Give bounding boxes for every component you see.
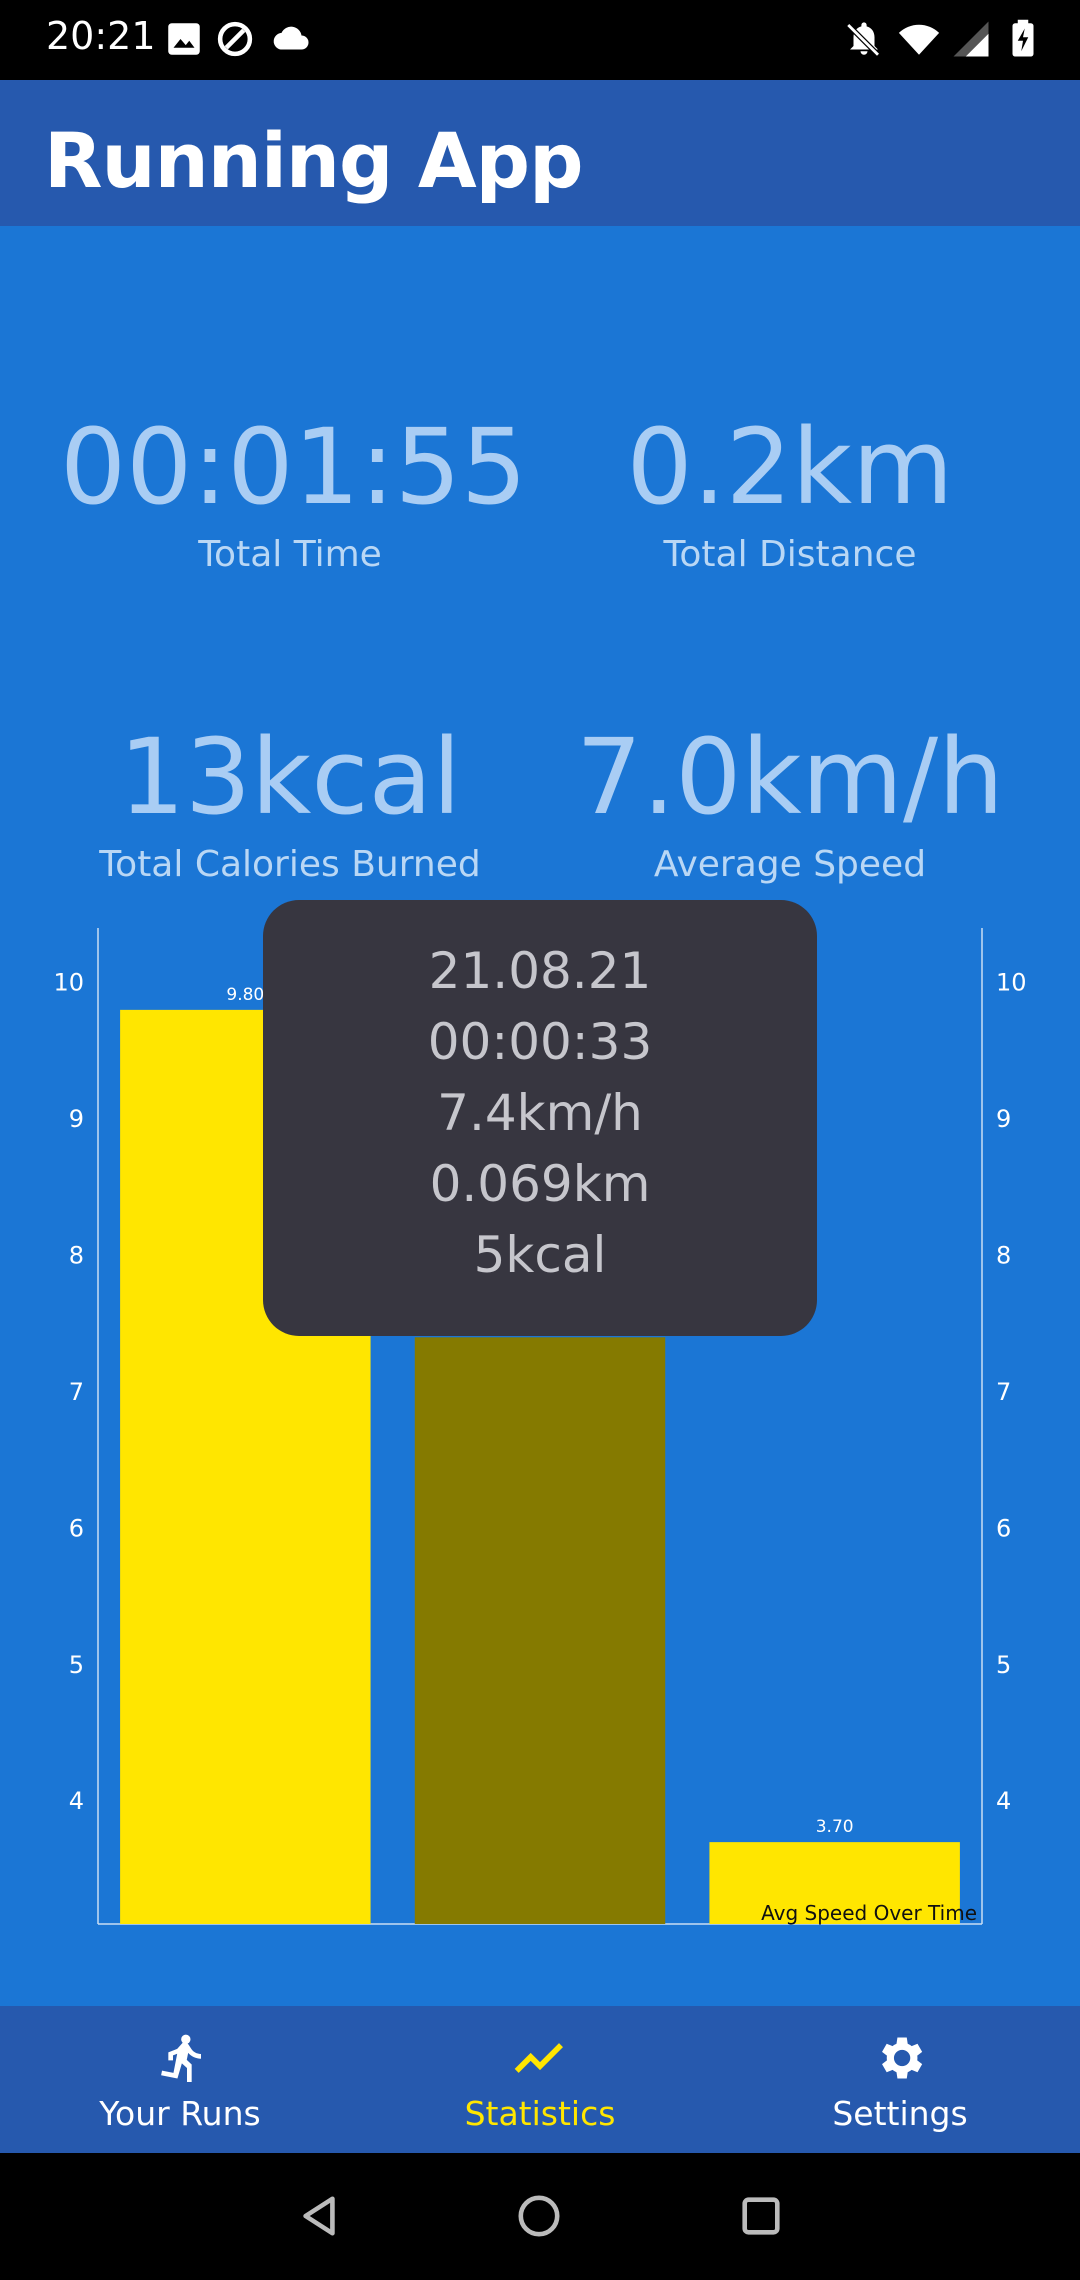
- notifications-off-icon: [846, 22, 880, 57]
- chart-value-label: 9.80: [226, 985, 264, 1005]
- battery-charging-icon: [1012, 19, 1034, 57]
- tooltip-time: 00:00:33: [427, 1013, 653, 1071]
- average-speed-value: 7.0km/h: [576, 716, 1004, 838]
- chart-y-tick-left: 7: [69, 1378, 84, 1406]
- nav-item-settings[interactable]: Settings: [720, 2006, 1080, 2153]
- running-person-icon: [161, 2034, 201, 2083]
- nav-label-settings: Settings: [832, 2094, 968, 2133]
- chart-y-tick-right: 4: [996, 1787, 1011, 1815]
- chart-bar[interactable]: [414, 1337, 666, 1924]
- chart-y-tick-right: 10: [996, 969, 1027, 997]
- app-title: Running App: [44, 116, 583, 205]
- total-distance-label: Total Distance: [663, 534, 917, 575]
- status-bar: 20:21: [0, 0, 1080, 80]
- back-icon[interactable]: [296, 2193, 342, 2239]
- total-calories-value: 13kcal: [118, 716, 462, 838]
- chart-y-tick-left: 8: [69, 1241, 84, 1269]
- status-time: 20:21: [46, 14, 156, 58]
- tooltip-speed: 7.4km/h: [437, 1084, 643, 1142]
- trending-up-icon: [514, 2043, 563, 2073]
- tooltip-calories: 5kcal: [473, 1226, 607, 1284]
- chart-value-label: 3.70: [816, 1817, 854, 1837]
- nav-item-your-runs[interactable]: Your Runs: [0, 2006, 360, 2153]
- nav-label-your-runs: Your Runs: [99, 2094, 261, 2133]
- total-calories-label: Total Calories Burned: [99, 844, 481, 885]
- nav-label-statistics: Statistics: [464, 2094, 616, 2133]
- gear-icon: [882, 2037, 923, 2079]
- tooltip-distance: 0.069km: [429, 1155, 651, 1213]
- chart-y-tick-right: 5: [996, 1651, 1011, 1679]
- chart-y-tick-left: 10: [53, 969, 84, 997]
- recents-icon[interactable]: [738, 2193, 784, 2239]
- image-icon: [168, 23, 200, 55]
- chart-bar[interactable]: [709, 1842, 960, 1924]
- chart-y-tick-left: 4: [69, 1787, 84, 1815]
- home-icon[interactable]: [516, 2193, 562, 2239]
- chart-y-tick-left: 9: [69, 1105, 84, 1133]
- tooltip-date: 21.08.21: [428, 942, 652, 1000]
- app-bar: Running App: [0, 80, 1080, 226]
- bottom-navigation: Your Runs Statistics Settings: [0, 2006, 1080, 2153]
- chart-y-tick-left: 5: [69, 1651, 84, 1679]
- chart-y-tick-right: 9: [996, 1105, 1011, 1133]
- chart-y-tick-left: 6: [69, 1514, 84, 1542]
- wifi-icon: [898, 24, 940, 55]
- average-speed-label: Average Speed: [653, 844, 927, 885]
- signal-icon: [953, 21, 989, 57]
- statistics-content: 00:01:55 Total Time 0.2km Total Distance…: [0, 226, 1080, 2006]
- system-navigation-bar: [0, 2153, 1080, 2280]
- chart-tooltip: 21.08.21 00:00:33 7.4km/h 0.069km 5kcal: [263, 900, 817, 1336]
- total-distance-value: 0.2km: [626, 406, 954, 528]
- total-time-label: Total Time: [198, 534, 382, 575]
- chart-y-tick-right: 6: [996, 1514, 1011, 1542]
- nav-item-statistics[interactable]: Statistics: [360, 2006, 720, 2153]
- chart-description: Avg Speed Over Time: [761, 1901, 977, 1925]
- chart-y-tick-right: 8: [996, 1241, 1011, 1269]
- cloud-icon: [273, 26, 309, 50]
- total-time-value: 00:01:55: [60, 406, 528, 528]
- data-saver-icon: [217, 21, 253, 57]
- chart-y-tick-right: 7: [996, 1378, 1011, 1406]
